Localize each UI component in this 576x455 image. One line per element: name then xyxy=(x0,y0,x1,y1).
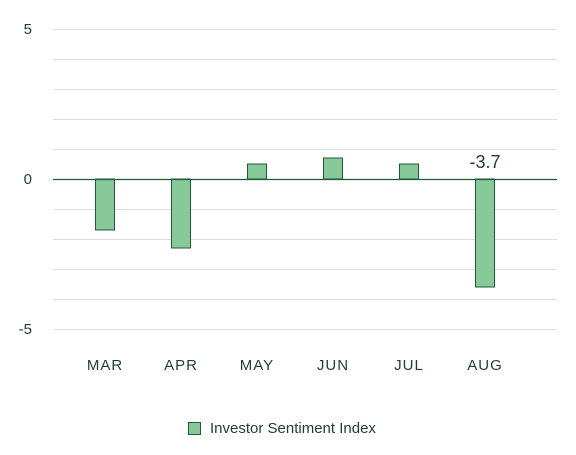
bar-jun xyxy=(323,157,343,180)
y-tick-label: -5 xyxy=(19,321,32,338)
x-tick-label: JUN xyxy=(317,357,349,374)
x-tick-label: AUG xyxy=(467,357,503,374)
bar-jul xyxy=(399,163,419,180)
bar-may xyxy=(247,163,267,180)
data-label: -3.7 xyxy=(469,152,500,172)
legend-swatch xyxy=(188,421,201,435)
y-axis-labels: 5 0 -5 xyxy=(19,21,32,338)
x-tick-label: JUL xyxy=(394,357,424,374)
y-tick-label: 0 xyxy=(24,171,32,188)
data-labels: -3.7 xyxy=(469,152,500,172)
x-tick-label: MAY xyxy=(240,357,274,374)
legend: Investor Sentiment Index xyxy=(188,418,376,438)
bar-mar xyxy=(95,178,115,231)
bar-apr xyxy=(171,178,191,249)
x-axis-labels: MAR APR MAY JUN JUL AUG xyxy=(87,357,503,374)
x-tick-label: MAR xyxy=(87,357,123,374)
bar-aug xyxy=(475,178,495,288)
gridlines xyxy=(53,29,557,330)
bars xyxy=(53,157,557,288)
y-tick-label: 5 xyxy=(24,21,32,38)
x-tick-label: APR xyxy=(164,357,198,374)
legend-label: Investor Sentiment Index xyxy=(210,419,376,437)
